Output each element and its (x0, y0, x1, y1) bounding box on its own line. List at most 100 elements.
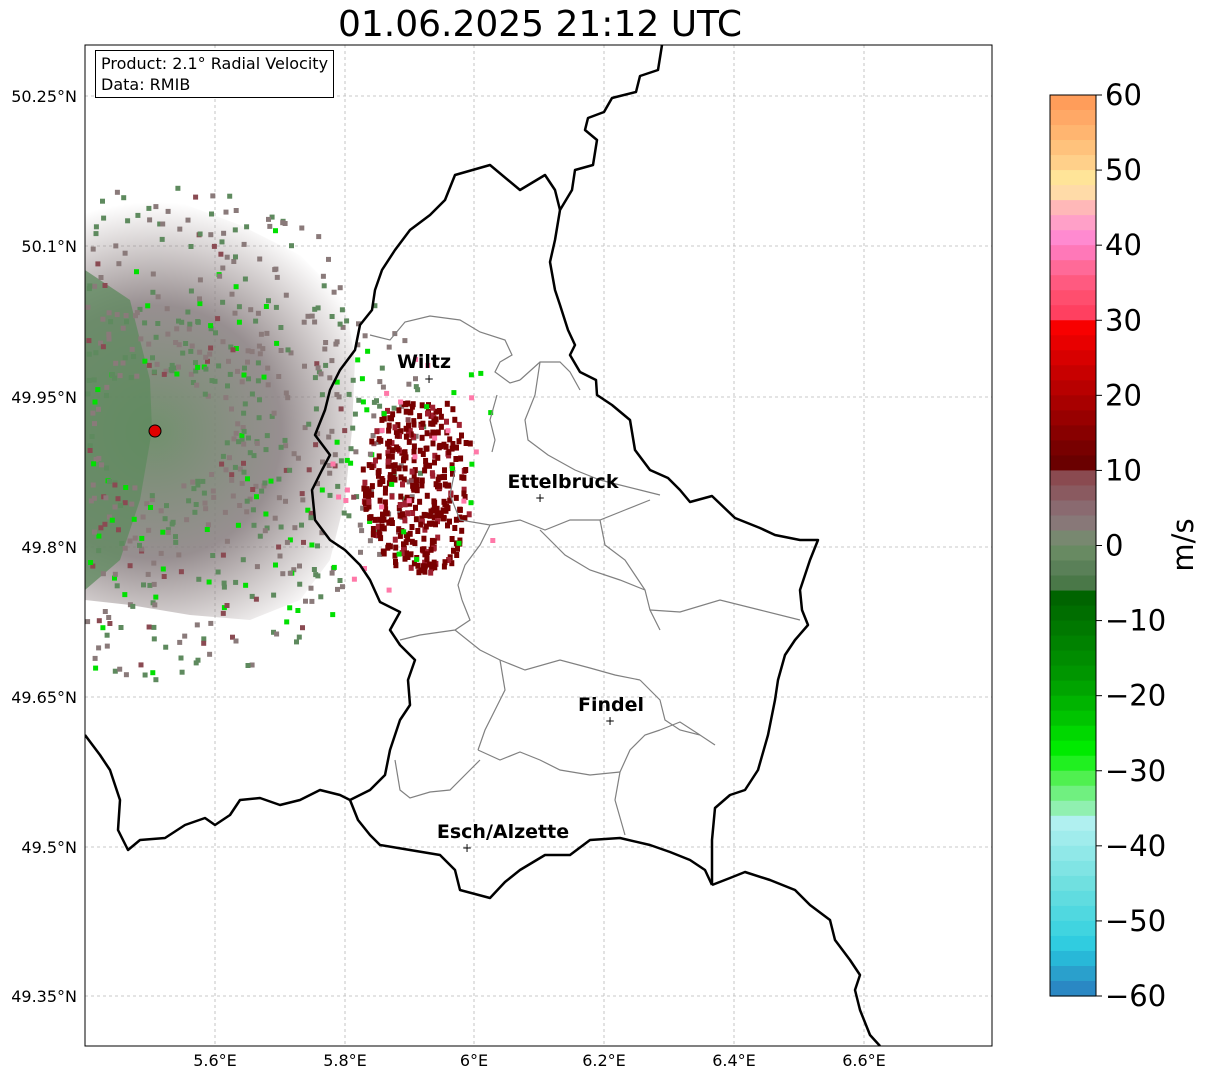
echo-pixel (221, 580, 227, 586)
echo-pixel (336, 494, 342, 500)
echo-pixel (226, 358, 231, 364)
echo-pixel (241, 469, 247, 475)
echo-pixel (88, 560, 94, 565)
echo-pixel (153, 594, 159, 600)
colorbar-swatch (1050, 590, 1096, 607)
echo-pixel (109, 372, 115, 378)
echo-pixel (443, 507, 449, 514)
echo-pixel (280, 220, 286, 226)
echo-pixel (206, 579, 212, 585)
echo-pixel (402, 517, 408, 524)
echo-pixel (433, 408, 439, 415)
colorbar-swatch (1050, 650, 1096, 667)
colorbar-swatch (1050, 740, 1096, 757)
echo-pixel (386, 519, 392, 526)
colorbar-swatch (1050, 185, 1096, 201)
colorbar-swatch (1050, 305, 1096, 321)
echo-pixel (411, 418, 417, 425)
echo-pixel (287, 605, 293, 611)
echo-pixel (309, 542, 315, 548)
echo-pixel (148, 505, 153, 510)
echo-pixel (246, 435, 251, 441)
colorbar-swatch (1050, 275, 1096, 291)
colorbar-swatch (1050, 200, 1096, 216)
colorbar-swatch (1050, 170, 1096, 186)
echo-pixel (456, 540, 462, 546)
echo-pixel (435, 512, 441, 519)
echo-pixel (315, 365, 321, 371)
echo-pixel (386, 453, 391, 460)
echo-pixel (403, 532, 409, 539)
echo-pixel (391, 468, 397, 475)
echo-pixel (150, 355, 155, 361)
echo-pixel (355, 357, 361, 363)
echo-pixel (442, 467, 447, 474)
echo-pixel (104, 632, 110, 638)
echo-pixel (327, 492, 333, 498)
echo-pixel (170, 519, 176, 525)
colorbar-tick-label: 10 (1105, 453, 1142, 487)
echo-pixel (151, 369, 157, 375)
echo-pixel (313, 442, 319, 448)
national-borders (85, 45, 881, 1046)
echo-pixel (369, 438, 375, 445)
echo-pixel (488, 410, 494, 416)
echo-pixel (272, 515, 278, 521)
echo-pixel (229, 406, 234, 412)
echo-pixel (438, 510, 444, 517)
echo-pixel (431, 538, 437, 545)
city-esch-alzette: Esch/Alzette + (437, 821, 569, 855)
echo-pixel (276, 476, 282, 482)
echo-pixel (194, 382, 200, 388)
echo-pixel (383, 506, 389, 513)
echo-pixel (389, 481, 395, 487)
echo-pixel (396, 407, 402, 414)
lat-tick-label: 49.8°N (21, 538, 77, 557)
echo-pixel (389, 453, 395, 460)
echo-pixel (122, 500, 128, 506)
echo-pixel (173, 534, 178, 540)
echo-pixel (224, 603, 230, 608)
echo-pixel (367, 519, 373, 524)
echo-pixel (197, 277, 203, 283)
echo-pixel (387, 472, 393, 479)
echo-pixel (100, 316, 106, 322)
echo-pixel (356, 321, 361, 327)
echo-pixel (419, 424, 424, 430)
echo-pixel (386, 443, 392, 450)
echo-pixel (123, 313, 129, 318)
echo-pixel (355, 342, 361, 348)
echo-pixel (165, 527, 171, 533)
colorbar-swatch (1050, 710, 1096, 727)
echo-pixel (246, 376, 251, 382)
echo-pixel (176, 342, 182, 348)
echo-pixel (447, 518, 452, 525)
echo-pixel (424, 430, 430, 437)
echo-pixel (340, 324, 346, 330)
echo-pixel (201, 490, 207, 496)
colorbar-swatch (1050, 140, 1096, 156)
echo-pixel (301, 539, 306, 545)
echo-pixel (329, 428, 335, 434)
colorbar-swatch (1050, 860, 1096, 877)
echo-pixel (274, 340, 280, 346)
echo-pixel (233, 346, 239, 351)
echo-pixel (423, 512, 429, 519)
echo-pixel (429, 470, 435, 477)
echo-pixel (435, 534, 441, 541)
echo-pixel (319, 487, 325, 493)
radar-site-marker (148, 424, 162, 438)
echo-pixel (403, 539, 409, 546)
echo-pixel (283, 467, 289, 473)
echo-pixel (360, 505, 366, 511)
echo-pixel (86, 377, 92, 383)
echo-pixel (327, 470, 333, 476)
echo-pixel (312, 306, 318, 312)
echo-pixel (122, 545, 128, 551)
echo-pixel (438, 423, 444, 430)
echo-pixel (406, 381, 412, 387)
echo-pixel (392, 424, 398, 431)
echo-pixel (432, 435, 438, 441)
echo-pixel (461, 498, 467, 504)
echo-pixel (411, 457, 417, 464)
